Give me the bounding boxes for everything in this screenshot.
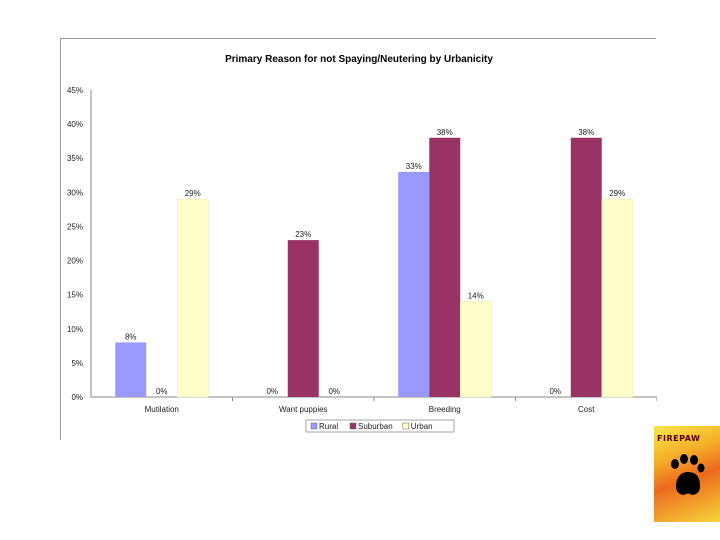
data-label: 0% <box>549 387 561 396</box>
firepaw-logo: FIREPAW <box>654 426 720 522</box>
data-label: 0% <box>328 387 340 396</box>
y-axis: 0% 5% 10% 15% 20% 25% 30% 35% 40% 45% <box>67 86 92 402</box>
y-tick-label: 20% <box>67 257 83 266</box>
y-tick-label: 40% <box>67 120 83 129</box>
data-label: 33% <box>406 162 422 171</box>
bar <box>398 171 430 397</box>
bar <box>429 137 461 397</box>
x-tick-label: Breeding <box>429 405 461 414</box>
y-tick-label: 5% <box>71 359 83 368</box>
bar <box>570 137 602 397</box>
bar <box>115 342 147 397</box>
data-label: 29% <box>185 189 201 198</box>
legend-entry: Urban <box>411 422 433 431</box>
y-tick-label: 0% <box>71 393 83 402</box>
legend-box <box>305 419 455 433</box>
legend-swatch <box>310 422 318 430</box>
chart-frame: Primary Reason for not Spaying/Neutering… <box>60 38 657 440</box>
legend-swatch <box>349 422 357 430</box>
paw-icon <box>671 454 705 495</box>
y-tick-label: 10% <box>67 325 83 334</box>
data-label: 29% <box>609 189 625 198</box>
logo-text: FIREPAW <box>657 434 701 443</box>
x-tick-label: Cost <box>578 405 595 414</box>
y-tick-label: 25% <box>67 222 83 231</box>
legend-entry: Suburban <box>358 422 393 431</box>
bar-chart: Primary Reason for not Spaying/Neutering… <box>67 54 657 433</box>
y-tick-label: 45% <box>67 86 83 95</box>
bar <box>287 240 319 397</box>
data-label: 14% <box>468 291 484 300</box>
data-label: 0% <box>156 387 168 396</box>
bars: 8% 0% 29% 0% 23% 0% 33% 38% 14% 0% 38% 29% <box>115 128 633 398</box>
y-tick-label: 15% <box>67 291 83 300</box>
legend-swatch <box>402 422 410 430</box>
data-label: 8% <box>125 332 137 341</box>
data-label: 0% <box>266 387 278 396</box>
data-label: 38% <box>437 128 453 137</box>
y-tick-label: 35% <box>67 154 83 163</box>
x-tick-label: Want puppies <box>279 405 328 414</box>
x-tick-label: Mutilation <box>145 405 179 414</box>
bar <box>601 198 633 398</box>
data-label: 23% <box>295 230 311 239</box>
legend-entry: Rural <box>319 422 338 431</box>
bar <box>460 301 492 398</box>
chart-title: Primary Reason for not Spaying/Neutering… <box>225 54 493 65</box>
x-axis: Mutilation Want puppies Breeding Cost <box>91 396 657 414</box>
bar <box>177 198 209 398</box>
legend: Rural Suburban Urban <box>305 419 455 433</box>
data-label: 38% <box>578 128 594 137</box>
y-tick-label: 30% <box>67 188 83 197</box>
